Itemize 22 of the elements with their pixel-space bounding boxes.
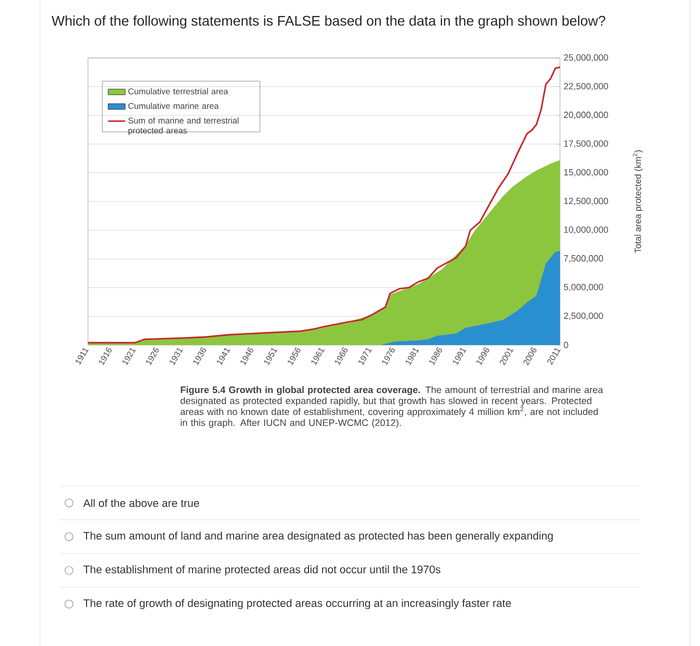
y-axis-title: Total area protected (km$^{2}$): [632, 150, 643, 254]
y-tick-label: 7,500,000: [564, 255, 604, 263]
y-tick-label: 0: [564, 342, 568, 348]
legend-label: Cumulative terrestrial area: [128, 88, 228, 94]
y-tick-label: 2,500,000: [564, 312, 604, 320]
text: All of the above are true: [83, 498, 200, 508]
text: The establishment of marine protected areas did not occur until the 1970s: [83, 565, 440, 576]
y-tick-label: 22,500,000: [564, 82, 608, 90]
y-tick-label: 12,500,000: [564, 198, 608, 206]
text: The rate of growth of designating protected areas occurring at an increasingly faster rate: [83, 598, 511, 610]
chart-title: Which of the following statements is FALSE based on the data in the graph shown below?: [52, 15, 606, 28]
y-tick-label: 25,000,000: [564, 54, 608, 62]
legend-label: Cumulative marine area: [128, 102, 219, 109]
y-tick-label: 5,000,000: [564, 284, 604, 292]
y-tick-label: 10,000,000: [564, 226, 608, 234]
legend-label: Sum of marine and terrestrial protected areas: [128, 117, 238, 136]
text: The sum amount of land and marine area designated as protected has been generally expanding: [83, 532, 553, 542]
y-tick-label: 17,500,000: [564, 140, 608, 148]
line-series: [87, 66, 561, 344]
y-tick-label: 15,000,000: [564, 169, 608, 176]
text: Figure 5.4 Growth in global protected area coverage. The amount of terrestrial and marine area designated as protected expanded rapidly, but that growth has slowed in recent years. Protected areas with no known date of establishment, covering approximately 4 million km$^{2}$, are not included in this graph. After IUCN and UNEP-WCMC (2012).: [180, 386, 604, 428]
y-tick-label: 20,000,000: [564, 112, 608, 120]
